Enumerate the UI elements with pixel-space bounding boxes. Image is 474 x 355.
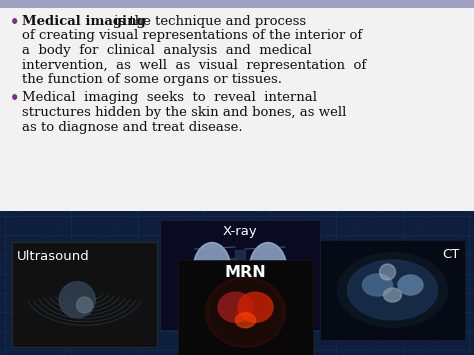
Ellipse shape: [347, 260, 438, 320]
Text: Medical  imaging  seeks  to  reveal  internal: Medical imaging seeks to reveal internal: [22, 92, 317, 104]
Ellipse shape: [363, 274, 392, 296]
Text: •: •: [10, 92, 19, 106]
Text: MRN: MRN: [225, 265, 266, 280]
Text: •: •: [10, 15, 19, 30]
Ellipse shape: [206, 277, 285, 347]
Ellipse shape: [238, 292, 273, 322]
Text: a  body  for  clinical  analysis  and  medical: a body for clinical analysis and medical: [22, 44, 312, 57]
Circle shape: [380, 264, 395, 280]
Circle shape: [76, 297, 92, 313]
Bar: [235, 250, 245, 300]
FancyBboxPatch shape: [12, 242, 157, 347]
Text: is the technique and process: is the technique and process: [110, 15, 306, 28]
Ellipse shape: [383, 288, 401, 302]
Text: Medical imaging: Medical imaging: [22, 15, 146, 28]
FancyBboxPatch shape: [178, 260, 313, 355]
Ellipse shape: [193, 242, 231, 297]
FancyBboxPatch shape: [0, 211, 474, 355]
Ellipse shape: [210, 280, 281, 345]
Ellipse shape: [236, 313, 255, 328]
Text: intervention,  as  well  as  visual  representation  of: intervention, as well as visual represen…: [22, 59, 366, 71]
Text: Ultrasound: Ultrasound: [17, 250, 90, 263]
Text: structures hidden by the skin and bones, as well: structures hidden by the skin and bones,…: [22, 106, 346, 119]
Text: of creating visual representations of the interior of: of creating visual representations of th…: [22, 29, 362, 43]
FancyBboxPatch shape: [320, 240, 465, 340]
Ellipse shape: [398, 275, 423, 295]
FancyBboxPatch shape: [160, 220, 320, 330]
FancyBboxPatch shape: [0, 0, 474, 8]
Text: the function of some organs or tissues.: the function of some organs or tissues.: [22, 73, 282, 86]
Circle shape: [59, 282, 95, 318]
Text: X-ray: X-ray: [223, 225, 257, 238]
FancyBboxPatch shape: [0, 0, 474, 211]
Ellipse shape: [337, 252, 447, 328]
Text: CT: CT: [443, 248, 460, 261]
Ellipse shape: [218, 292, 253, 322]
Ellipse shape: [249, 242, 287, 297]
Text: as to diagnose and treat disease.: as to diagnose and treat disease.: [22, 120, 243, 133]
